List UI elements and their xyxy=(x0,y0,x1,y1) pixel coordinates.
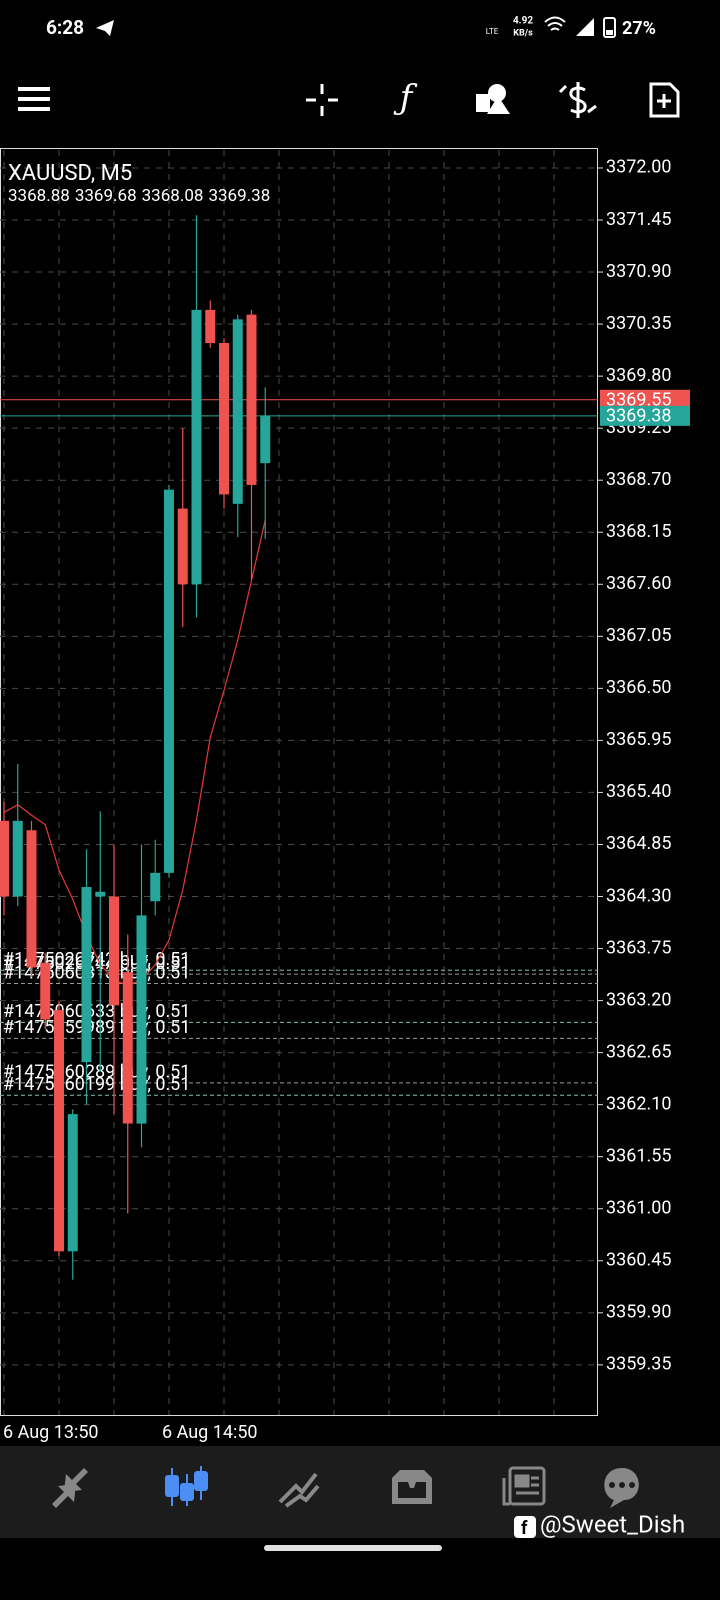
candle-body xyxy=(67,1114,78,1252)
trade-button[interactable] xyxy=(558,82,597,118)
chat-tab[interactable] xyxy=(604,1468,639,1508)
trade-tab[interactable] xyxy=(278,1472,320,1508)
facebook-glyph: f xyxy=(521,1518,528,1539)
trade-label: #1475059989 buy, 0.51 xyxy=(3,1017,190,1038)
candle-body xyxy=(0,820,9,897)
candle-body xyxy=(205,309,216,344)
telegram-icon xyxy=(96,20,114,36)
trade-label: #1475060199 buy, 0.51 xyxy=(3,1074,190,1095)
y-tick-label: 3371.45 xyxy=(606,209,671,230)
y-tick-label: 3364.30 xyxy=(606,885,671,906)
y-tick-label: 3361.55 xyxy=(606,1145,671,1166)
bid-badge xyxy=(600,389,690,410)
y-tick-label: 3359.90 xyxy=(606,1302,671,1323)
ohlc-low: 3368.08 xyxy=(142,186,204,206)
crosshair-button[interactable] xyxy=(306,84,338,116)
candle-body xyxy=(26,830,37,968)
candle-body xyxy=(95,891,106,897)
y-tick-label: 3368.70 xyxy=(606,469,671,490)
wifi-icon xyxy=(544,16,566,31)
y-tick-label: 3363.20 xyxy=(606,989,671,1010)
y-tick-label: 3365.95 xyxy=(606,729,671,750)
y-tick-label: 3362.65 xyxy=(606,1041,671,1062)
chart-tab[interactable] xyxy=(165,1466,208,1506)
x-tick-label: 6 Aug 14:50 xyxy=(162,1422,258,1443)
status-time: 6:28 xyxy=(46,16,84,39)
y-tick-label: 3367.05 xyxy=(606,625,671,646)
y-tick-label: 3366.50 xyxy=(606,677,671,698)
y-tick-label: 3365.40 xyxy=(606,781,671,802)
y-tick-label: 3361.00 xyxy=(606,1197,671,1218)
history-tab[interactable] xyxy=(392,1470,432,1504)
plot: #1475020742 buy, 0.51#1475026744 buy, 0.… xyxy=(0,150,603,1415)
candle-body xyxy=(12,820,23,897)
ask-label: 3369.38 xyxy=(606,406,671,427)
bottom-nav xyxy=(0,1446,720,1538)
y-tick-label: 3364.85 xyxy=(606,833,671,854)
y-tick-label: 3360.45 xyxy=(606,1250,671,1271)
chart-frame xyxy=(0,148,598,1416)
x-tick-label: 6 Aug 13:50 xyxy=(3,1422,99,1443)
candle-body xyxy=(54,1010,64,1252)
candle-body xyxy=(219,343,229,495)
signal-icon xyxy=(576,18,594,36)
watermark: @Sweet_Dish xyxy=(540,1510,685,1538)
candle-body xyxy=(260,415,271,464)
candle-body xyxy=(191,309,202,585)
y-tick-label: 3368.15 xyxy=(606,521,671,542)
home-indicator[interactable] xyxy=(264,1545,442,1551)
candle-body xyxy=(40,962,51,1020)
network-type: LTE xyxy=(486,27,499,36)
candle-body xyxy=(81,887,92,1063)
battery-icon xyxy=(603,17,616,38)
speed-unit: KB/s xyxy=(513,28,533,38)
y-tick-label: 3362.10 xyxy=(606,1093,671,1114)
battery-percent: 27% xyxy=(622,18,656,39)
ohlc-readout: 3368.88 3369.68 3368.08 3369.38 xyxy=(8,186,270,206)
candle-body xyxy=(246,314,257,485)
news-tab[interactable] xyxy=(502,1466,546,1506)
ohlc-high: 3369.68 xyxy=(75,186,137,206)
bid-label: 3369.55 xyxy=(606,390,671,411)
ohlc-close: 3369.38 xyxy=(208,186,270,206)
y-tick-label: 3370.90 xyxy=(606,261,671,282)
ask-badge xyxy=(600,405,690,426)
candle-body xyxy=(122,972,133,1124)
y-tick-label: 3369.80 xyxy=(606,365,671,386)
moving-average xyxy=(3,519,266,987)
facebook-icon xyxy=(514,1516,536,1538)
y-tick-label: 3370.35 xyxy=(606,313,671,334)
candle-body xyxy=(136,915,147,1124)
candle-body xyxy=(177,508,188,585)
candle-body xyxy=(232,319,243,504)
battery-level xyxy=(606,30,613,35)
quotes-tab[interactable] xyxy=(52,1468,88,1508)
menu-button[interactable] xyxy=(18,87,50,111)
ohlc-open: 3368.88 xyxy=(8,186,70,206)
candle-body xyxy=(109,896,119,1006)
y-tick-label: 3372.00 xyxy=(606,157,671,178)
chart-title: XAUUSD, M5 xyxy=(8,161,132,186)
candle-body xyxy=(150,872,161,902)
objects-button[interactable] xyxy=(476,84,510,114)
new-order-button[interactable] xyxy=(649,82,680,118)
y-tick-label: 3363.75 xyxy=(606,937,671,958)
y-tick-label: 3367.60 xyxy=(606,573,671,594)
candle-body xyxy=(164,489,174,873)
y-tick-label: 3359.35 xyxy=(606,1354,671,1375)
speed: 4.92 xyxy=(513,16,533,27)
